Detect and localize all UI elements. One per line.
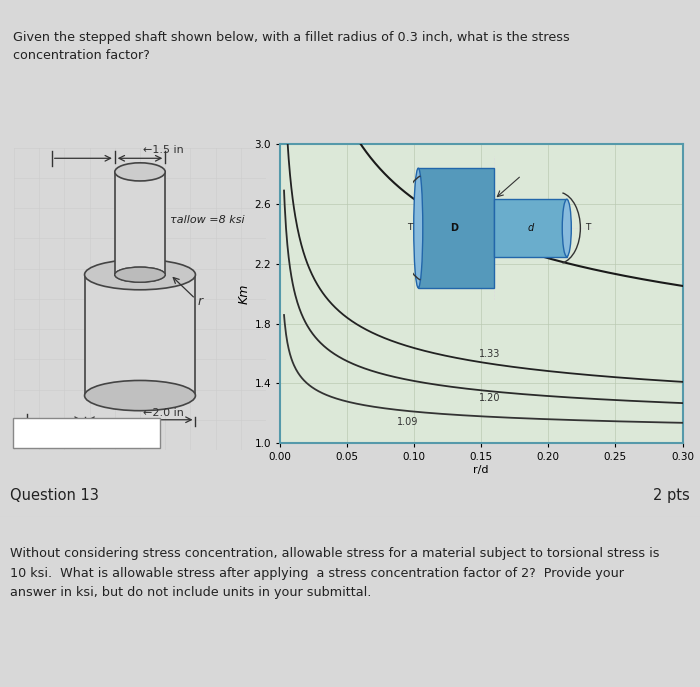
Text: Without considering stress concentration, allowable stress for a material subjec: Without considering stress concentration… [10, 548, 660, 599]
Ellipse shape [115, 163, 165, 181]
Text: Question 13: Question 13 [10, 488, 99, 503]
Text: Given the stepped shaft shown below, with a fillet radius of 0.3 inch, what is t: Given the stepped shaft shown below, wit… [13, 31, 569, 62]
Text: 2 pts: 2 pts [652, 488, 690, 503]
Text: r: r [198, 295, 203, 308]
Ellipse shape [115, 267, 165, 282]
Text: ←1.5 in: ←1.5 in [143, 145, 183, 155]
Ellipse shape [115, 267, 165, 282]
Ellipse shape [85, 260, 195, 290]
Ellipse shape [85, 381, 195, 411]
Text: ←2.0 in: ←2.0 in [143, 408, 183, 418]
Polygon shape [115, 172, 165, 275]
Y-axis label: Km: Km [237, 284, 250, 304]
Text: 1.33: 1.33 [479, 349, 500, 359]
Text: D/d=2: D/d=2 [488, 223, 519, 232]
Text: 1.20: 1.20 [479, 393, 500, 403]
Bar [13, 418, 160, 449]
Polygon shape [85, 275, 195, 396]
Text: 1.09: 1.09 [397, 417, 418, 427]
Text: τallow =8 ksi: τallow =8 ksi [170, 215, 245, 225]
X-axis label: r/d: r/d [473, 465, 489, 475]
